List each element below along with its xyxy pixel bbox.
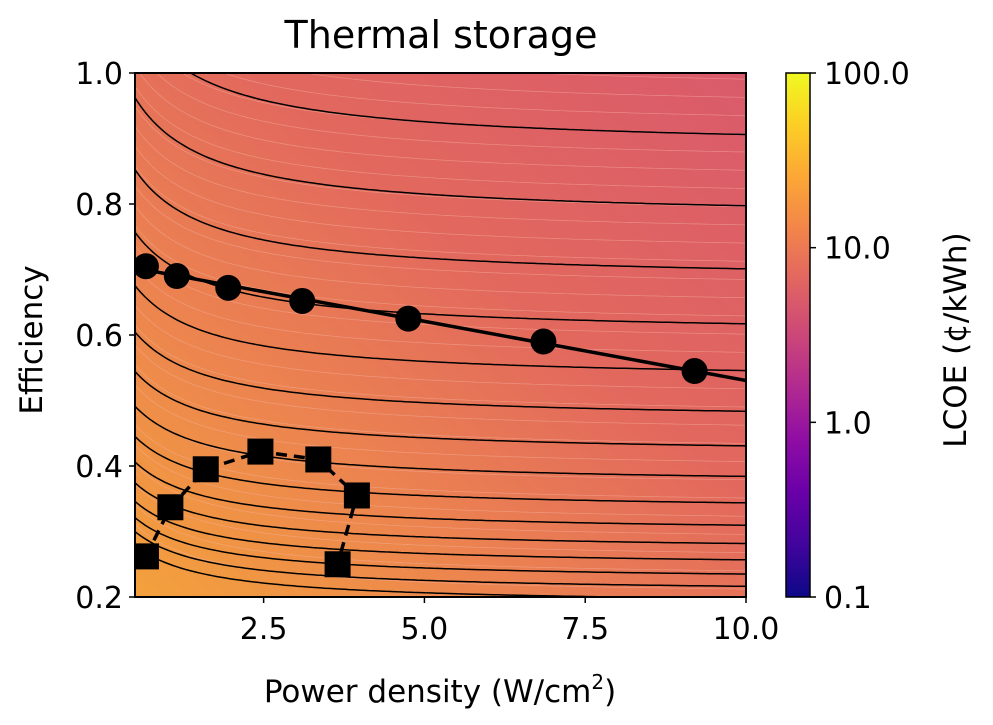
square-marker xyxy=(324,551,351,578)
contour-major xyxy=(189,73,746,136)
contour-minor xyxy=(135,304,745,390)
colorbar-tick-label: 0.1 xyxy=(824,581,872,616)
colorbar: 0.1 1.0 10.0 100.0 LCOE (¢/kWh) xyxy=(785,57,974,616)
x-tick-label: 10.0 xyxy=(713,612,780,647)
contour-minor xyxy=(135,324,746,408)
contour-major xyxy=(135,405,746,478)
data-series xyxy=(135,253,746,578)
contour-minor xyxy=(135,384,746,462)
contour-major xyxy=(135,516,746,575)
contour-minor xyxy=(222,73,746,116)
plot-area xyxy=(134,72,747,598)
y-axis: 0.2 0.4 0.6 0.8 1.0 xyxy=(75,57,135,616)
colorbar-gradient xyxy=(785,72,811,598)
contour-major xyxy=(135,544,676,597)
contour-minor xyxy=(135,424,745,499)
y-tick-label: 1.0 xyxy=(75,57,123,92)
contour-major xyxy=(135,168,746,270)
y-tick-label: 0.4 xyxy=(75,450,123,485)
colorbar-label: LCOE (¢/kWh) xyxy=(938,232,974,447)
square-marker xyxy=(157,494,184,521)
contour-minor xyxy=(135,165,746,262)
x-tick-label: 2.5 xyxy=(240,612,288,647)
contour-minor xyxy=(135,444,745,517)
square-marker xyxy=(135,543,159,570)
contour-minor xyxy=(135,484,745,553)
x-axis-label: Power density (W/cm2) xyxy=(264,670,616,710)
square-marker xyxy=(192,456,219,483)
colorbar-tick-label: 100.0 xyxy=(824,57,910,92)
contour-minor xyxy=(135,85,745,189)
contour-minor xyxy=(135,105,745,207)
contour-major xyxy=(135,500,745,561)
contour-major xyxy=(135,435,745,504)
colorbar-ticks: 0.1 1.0 10.0 100.0 xyxy=(810,57,910,616)
square-marker xyxy=(343,482,370,509)
contour-minor xyxy=(525,73,746,80)
y-tick-label: 0.8 xyxy=(75,188,123,223)
circle-marker xyxy=(289,287,316,314)
contour-minor xyxy=(135,364,746,444)
y-tick-label: 0.6 xyxy=(75,319,123,354)
chart-title: Thermal storage xyxy=(284,13,598,57)
x-tick-label: 7.5 xyxy=(561,612,609,647)
circle-marker xyxy=(395,305,422,332)
colorbar-tick-label: 1.0 xyxy=(824,406,872,441)
contour-minor xyxy=(303,73,746,98)
colorbar-tick-label: 10.0 xyxy=(824,232,891,267)
contour-minor xyxy=(135,185,746,280)
contour-minor xyxy=(135,504,745,572)
contour-major xyxy=(135,96,746,207)
square-marker xyxy=(305,446,332,473)
circle-marker xyxy=(530,328,557,355)
contour-major xyxy=(135,330,746,413)
contour-minor xyxy=(139,73,746,171)
y-tick-label: 0.2 xyxy=(75,581,123,616)
contour-lines xyxy=(135,73,746,597)
y-axis-label: Efficiency xyxy=(14,265,50,414)
circle-marker xyxy=(681,358,708,385)
contour-major xyxy=(135,481,745,545)
contour-minor xyxy=(135,464,745,535)
contour-major xyxy=(135,284,746,372)
contour-minor xyxy=(135,145,746,244)
contour-major xyxy=(135,370,746,447)
x-axis: 2.5 5.0 7.5 10.0 xyxy=(240,597,780,647)
circle-marker xyxy=(215,274,242,301)
contour-minor xyxy=(135,404,746,481)
contour-minor xyxy=(135,125,746,226)
circle-marker xyxy=(135,253,159,280)
contour-major xyxy=(135,530,746,588)
circle-marker xyxy=(163,263,190,290)
contour-major xyxy=(135,460,745,526)
contour-minor xyxy=(135,344,746,426)
contour-minor xyxy=(156,73,746,153)
square-marker xyxy=(247,438,274,465)
x-tick-label: 5.0 xyxy=(401,612,449,647)
contour-minor xyxy=(135,205,746,299)
contour-minor xyxy=(135,264,745,353)
